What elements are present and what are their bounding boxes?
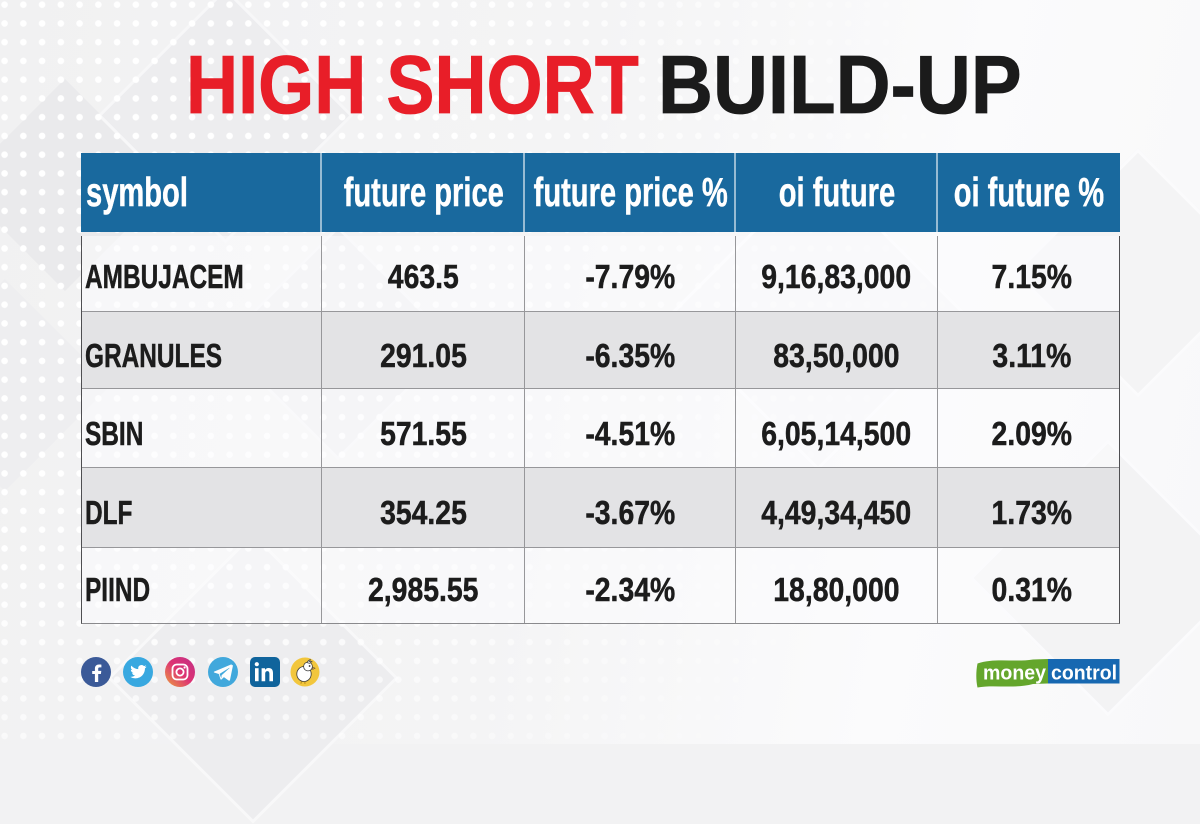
svg-text:money: money bbox=[983, 661, 1047, 684]
svg-text:control: control bbox=[1051, 661, 1117, 684]
